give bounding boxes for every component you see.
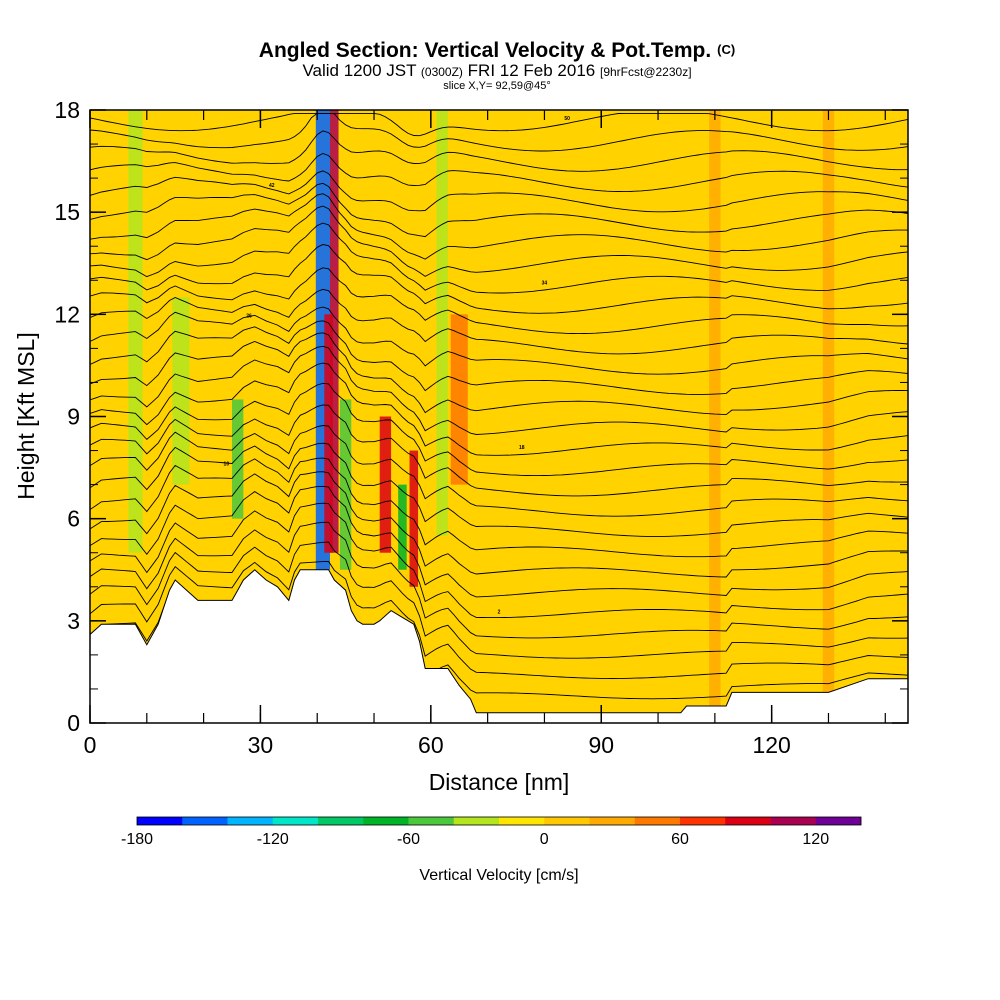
theta-contour [90, 170, 908, 213]
colorbar-swatch [408, 817, 455, 825]
x-tick-label: 0 [84, 732, 97, 758]
axes: 0 30 60 90 120 0 3 6 9 12 15 18 [54, 97, 908, 758]
colorbar-frame [136, 816, 862, 826]
contour-label: 18 [519, 445, 525, 451]
slice-label: slice X,Y= 92,59@45° [443, 80, 551, 92]
theta-contour [90, 345, 908, 435]
velocity-band [379, 416, 392, 553]
y-tick-label: 12 [54, 301, 80, 327]
velocity-band [398, 484, 407, 570]
y-tick-label: 15 [54, 199, 80, 225]
contour-label: 50 [564, 116, 570, 122]
contour-label: 10 [224, 462, 230, 468]
theta-contour [90, 502, 908, 619]
y-tick-label: 9 [67, 404, 80, 430]
contour-label: 42 [269, 183, 275, 189]
velocity-band [709, 110, 721, 706]
theta-contour [90, 521, 908, 639]
theta-contour [90, 182, 908, 238]
colorbar-tick-label: -60 [397, 831, 420, 848]
contour-label: 26 [246, 314, 252, 320]
chart-title: Angled Section: Vertical Velocity & Pot.… [259, 39, 735, 62]
colorbar-swatch [318, 817, 364, 825]
theta-contour [90, 541, 908, 659]
colorbar-swatch [680, 817, 726, 825]
velocity-band [232, 399, 244, 519]
colorbar-tick-label: -120 [257, 831, 289, 848]
theta-contour [90, 244, 908, 314]
contour-label: 2 [498, 610, 501, 616]
x-axis-label: Distance [nm] [429, 769, 570, 795]
colorbar: -180 -120 -60 0 60 120 [121, 816, 862, 848]
theta-contour [90, 112, 908, 152]
theta-contour [90, 306, 908, 375]
x-tick-label: 90 [588, 732, 614, 758]
contour-label: 34 [542, 281, 548, 287]
y-axis-label: Height [Kft MSL] [13, 332, 39, 499]
theta-contours: -62101826344250 [90, 112, 908, 700]
colorbar-swatch [453, 817, 500, 825]
theta-contour [90, 222, 908, 294]
terrain-mask [90, 569, 908, 723]
theta-contour [90, 382, 908, 477]
velocity-band [450, 314, 468, 485]
velocity-band [339, 399, 352, 570]
theta-contour [90, 193, 908, 260]
theta-contour [90, 485, 908, 598]
chart-subtitle: Valid 1200 JST (0300Z) FRI 12 Feb 2016 [… [302, 61, 691, 80]
velocity-band [409, 450, 419, 587]
theta-contour [90, 288, 908, 355]
velocity-band [822, 110, 835, 706]
colorbar-swatch [272, 817, 319, 825]
colorbar-tick-label: 0 [540, 831, 549, 848]
colorbar-swatch [544, 817, 590, 825]
theta-contour [90, 332, 908, 416]
y-tick-label: 6 [67, 506, 80, 532]
theta-contour [90, 442, 908, 537]
colorbar-swatch [589, 817, 636, 825]
colorbar-swatch [634, 817, 681, 825]
y-tick-label: 18 [54, 97, 80, 123]
colorbar-tick-label: -180 [121, 831, 153, 848]
colorbar-label: Vertical Velocity [cm/s] [419, 867, 578, 884]
theta-contour [90, 267, 908, 335]
colorbar-swatch [815, 817, 862, 825]
theta-contour [90, 205, 908, 277]
velocity-band [324, 314, 333, 553]
theta-contour [90, 362, 908, 456]
plot-area: -62101826344250 [90, 110, 908, 723]
theta-contour [90, 471, 908, 578]
colorbar-swatch [137, 817, 183, 825]
colorbar-swatch [770, 817, 817, 825]
velocity-band [436, 110, 448, 536]
theta-contour [90, 561, 908, 679]
velocity-band [172, 297, 190, 485]
colorbar-tick-label: 60 [671, 831, 689, 848]
colorbar-tick-label: 120 [802, 831, 829, 848]
theta-contour [90, 457, 908, 558]
x-tick-label: 120 [752, 732, 790, 758]
x-tick-label: 60 [418, 732, 444, 758]
colorbar-swatch [725, 817, 771, 825]
colorbar-swatch [363, 817, 409, 825]
y-tick-label: 0 [67, 710, 80, 736]
theta-contour [90, 425, 908, 517]
theta-contour [90, 320, 908, 395]
theta-contour [90, 404, 908, 497]
x-tick-label: 30 [248, 732, 274, 758]
theta-contour [90, 130, 908, 172]
colorbar-swatch [182, 817, 228, 825]
colorbar-swatch [227, 817, 274, 825]
theta-contour [90, 153, 908, 193]
y-tick-label: 3 [67, 608, 80, 634]
colorbar-swatch [499, 817, 545, 825]
